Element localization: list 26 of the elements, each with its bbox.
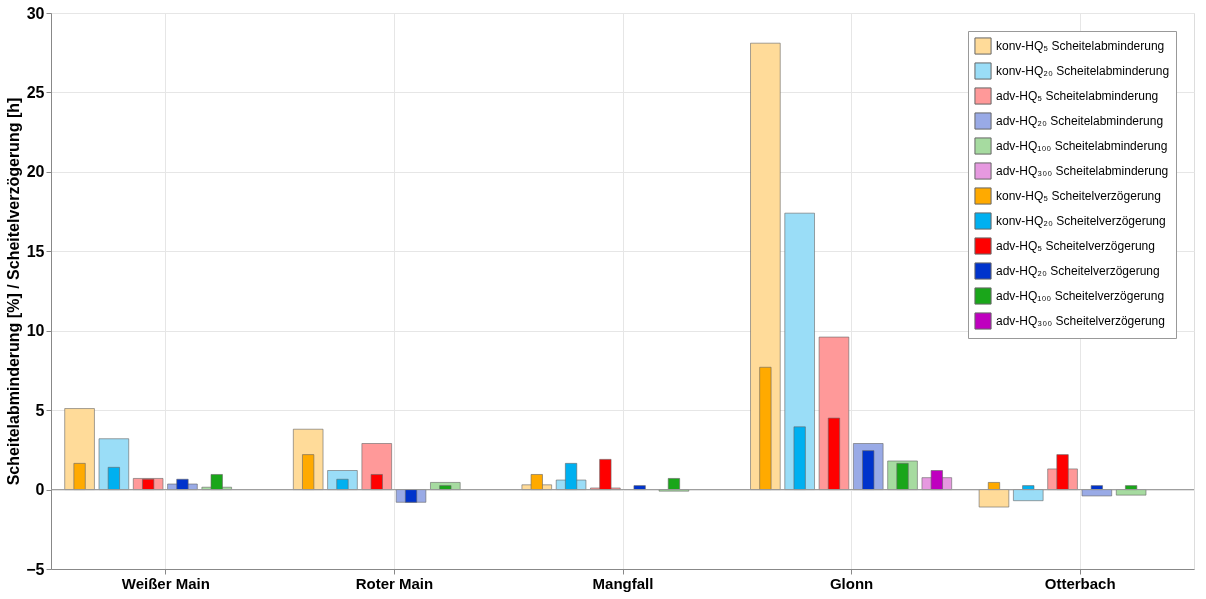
y-tick-label: 5 — [35, 401, 45, 419]
y-axis-title: Scheitelabminderung [%] / Scheitelverzögerung [h] — [5, 97, 23, 486]
y-tick-label: 10 — [26, 322, 45, 340]
x-tick-label: Mangfall — [592, 574, 654, 592]
legend-label: adv-HQ₅ Scheitelverzögerung — [996, 239, 1155, 253]
x-tick-label: Roter Main — [355, 574, 434, 592]
y-tick-label: −5 — [26, 560, 45, 578]
legend-label: konv-HQ₅ Scheitelverzögerung — [996, 189, 1161, 203]
legend-label: adv-HQ₃₀₀ Scheitelabminderung — [996, 164, 1169, 178]
x-tick-label: Glonn — [829, 574, 874, 592]
legend-label: adv-HQ₅ Scheitelabminderung — [996, 89, 1159, 103]
legend-label: adv-HQ₃₀₀ Scheitelverzögerung — [996, 314, 1165, 328]
legend-label: konv-HQ₅ Scheitelabminderung — [996, 39, 1165, 53]
y-tick-label: 30 — [26, 4, 45, 22]
legend-label: konv-HQ₂₀ Scheitelverzögerung — [996, 214, 1166, 228]
legend-label: konv-HQ₂₀ Scheitelabminderung — [996, 64, 1170, 78]
legend-label: adv-HQ₁₀₀ Scheitelverzögerung — [996, 289, 1165, 303]
y-tick-label: 15 — [26, 242, 45, 260]
y-tick-label: 0 — [35, 481, 45, 499]
legend-label: adv-HQ₂₀ Scheitelverzögerung — [996, 264, 1160, 278]
y-tick-label: 20 — [26, 163, 45, 181]
y-tick-label: 25 — [26, 83, 45, 101]
x-tick-label: Otterbach — [1044, 574, 1116, 592]
legend-label: adv-HQ₁₀₀ Scheitelabminderung — [996, 139, 1168, 153]
legend-label: adv-HQ₂₀ Scheitelabminderung — [996, 114, 1164, 128]
x-tick-label: Weißer Main — [121, 574, 210, 592]
